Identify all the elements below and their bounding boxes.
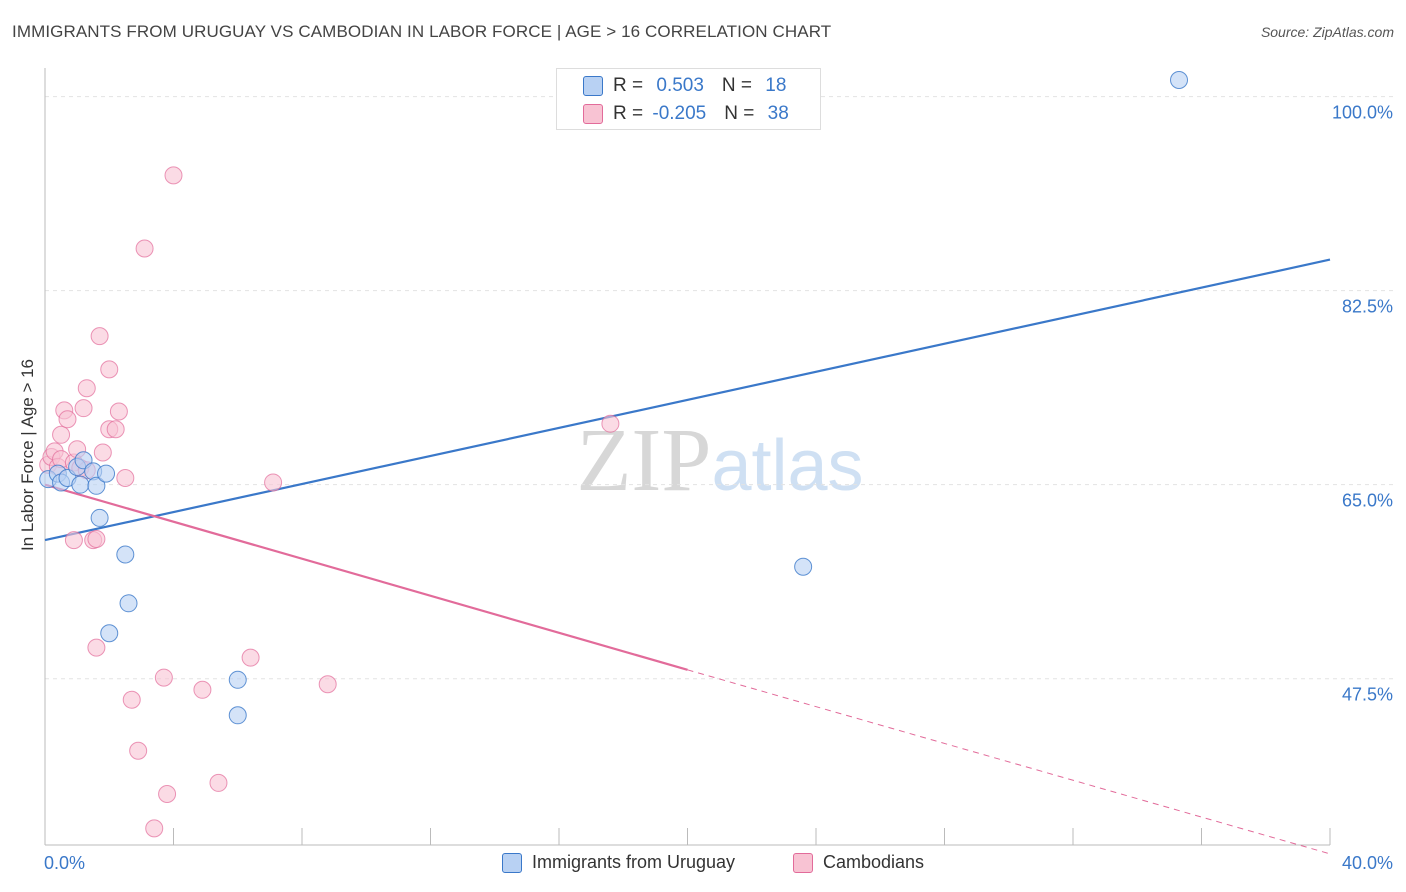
data-point-uruguay <box>228 670 247 689</box>
data-point-cambodians <box>135 239 154 258</box>
data-point-uruguay <box>97 464 116 483</box>
grid-lines <box>45 96 1395 680</box>
data-point-uruguay <box>90 508 109 527</box>
data-point-uruguay <box>119 594 138 613</box>
data-point-cambodians <box>58 410 77 429</box>
stats-text-cambodians: R = -0.205 N = 38 <box>613 103 789 124</box>
data-point-cambodians <box>164 166 183 185</box>
legend-label-cambodians: Cambodians <box>823 852 925 872</box>
data-point-cambodians <box>106 420 125 439</box>
data-point-uruguay <box>87 476 106 495</box>
legend-item-cambodians[interactable]: Cambodians <box>793 852 924 873</box>
x-tick-label: 0.0% <box>44 853 85 873</box>
trend-line-cambodians <box>44 483 688 671</box>
data-point-uruguay <box>116 545 135 564</box>
stats-swatch-uruguay <box>583 76 603 96</box>
trend-line-uruguay <box>44 258 1331 542</box>
data-point-cambodians <box>601 414 620 433</box>
legend-swatch-cambodians <box>793 852 813 873</box>
y-tick-label: 65.0% <box>1342 491 1393 511</box>
data-point-cambodians <box>52 425 71 444</box>
data-point-uruguay <box>228 706 247 725</box>
legend-item-uruguay[interactable]: Immigrants from Uruguay <box>502 852 735 873</box>
tick-labels: 47.5% 65.0% 82.5% 100.0% 0.0% 40.0% <box>44 103 1393 873</box>
data-point-cambodians <box>90 327 109 346</box>
stats-box: R = 0.503 N = 18 R = -0.205 N = 38 <box>556 68 821 130</box>
trend-line-cambodians-extension <box>687 669 1331 855</box>
legend-swatch-uruguay <box>502 852 522 873</box>
data-point-cambodians <box>64 531 83 550</box>
data-point-cambodians <box>264 473 283 492</box>
y-tick-label: 100.0% <box>1332 103 1393 123</box>
data-point-uruguay <box>1170 71 1189 89</box>
stats-swatch-cambodians <box>583 104 603 124</box>
data-point-cambodians <box>154 668 173 687</box>
watermark-logo: ZIPatlas <box>576 411 863 510</box>
data-point-cambodians <box>100 360 119 379</box>
data-point-cambodians <box>241 648 260 667</box>
data-point-uruguay <box>100 624 119 643</box>
x-tick-label: 40.0% <box>1342 853 1393 873</box>
watermark-text: ZIPatlas <box>576 411 863 510</box>
data-point-cambodians <box>74 399 93 418</box>
chart-title: IMMIGRANTS FROM URUGUAY VS CAMBODIAN IN … <box>12 22 832 41</box>
stats-text-uruguay: R = 0.503 N = 18 <box>613 75 787 96</box>
data-point-uruguay <box>71 475 90 494</box>
data-point-cambodians <box>122 690 141 709</box>
data-point-cambodians <box>116 469 135 488</box>
y-tick-label: 82.5% <box>1342 297 1393 317</box>
data-point-cambodians <box>129 741 148 760</box>
y-tick-label: 47.5% <box>1342 685 1393 705</box>
data-point-cambodians <box>209 773 228 792</box>
data-point-cambodians <box>193 680 212 699</box>
data-points <box>39 71 1189 838</box>
data-point-cambodians <box>87 530 106 548</box>
legend-label-uruguay: Immigrants from Uruguay <box>532 852 736 872</box>
data-point-cambodians <box>109 402 128 421</box>
data-point-cambodians <box>87 638 106 657</box>
data-point-cambodians <box>145 819 164 838</box>
chart-source: Source: ZipAtlas.com <box>1260 24 1394 40</box>
data-point-cambodians <box>77 379 96 398</box>
data-point-cambodians <box>93 443 112 462</box>
data-point-cambodians <box>158 785 177 803</box>
data-point-uruguay <box>794 557 813 576</box>
data-point-cambodians <box>318 675 337 694</box>
trend-lines <box>44 258 1331 855</box>
